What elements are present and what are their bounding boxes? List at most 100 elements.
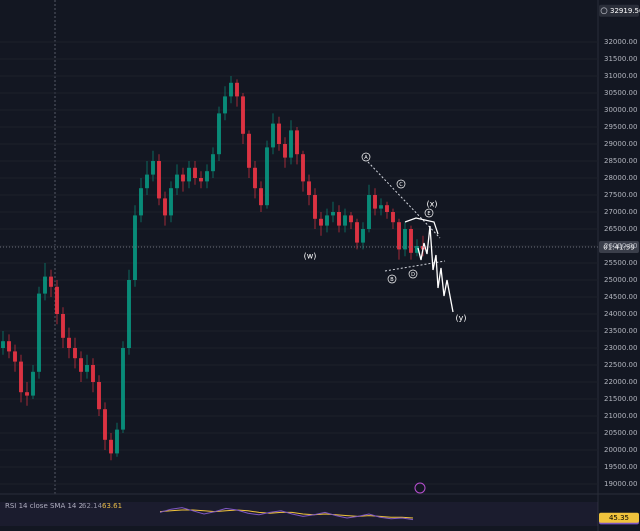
candle-body (331, 211, 335, 216)
candle-body (385, 205, 389, 212)
candle-body (145, 174, 149, 189)
y-tick-label: 27000.00 (604, 208, 637, 216)
y-tick-label: 20500.00 (604, 429, 637, 437)
candle-body (97, 382, 101, 410)
candle-body (109, 439, 113, 454)
y-tick-label: 23000.00 (604, 344, 637, 352)
candle-body (91, 365, 95, 383)
high-marker-label: 32919.56 (610, 7, 640, 15)
candle-body (361, 228, 365, 243)
candle-body (253, 167, 257, 189)
candle-body (229, 82, 233, 97)
candle-body (205, 171, 209, 182)
y-tick-label: 28000.00 (604, 174, 637, 182)
candle-body (367, 194, 371, 229)
candle-body (373, 194, 377, 209)
candle-body (283, 143, 287, 158)
wave-label: (w) (304, 252, 317, 261)
y-tick-label: 28500.00 (604, 157, 637, 165)
candle-body (19, 361, 23, 393)
label-circle (361, 152, 371, 162)
y-tick-label: 26500.00 (604, 225, 637, 233)
y-tick-label: 29500.00 (604, 123, 637, 131)
candle-body (235, 82, 239, 97)
candle-body (319, 218, 323, 226)
label-circle (396, 179, 406, 189)
wave-drawing (404, 217, 439, 235)
label-circle (424, 208, 434, 218)
y-tick-label: 31500.00 (604, 55, 637, 63)
candle-body (79, 358, 83, 372)
candle-body (103, 409, 107, 440)
candle-body (163, 198, 167, 216)
candle-body (277, 123, 281, 144)
y-tick-label: 19500.00 (604, 463, 637, 471)
y-tick-label: 21500.00 (604, 395, 637, 403)
candle-body (1, 341, 5, 349)
y-tick-label: 24500.00 (604, 293, 637, 301)
candle-body (43, 276, 47, 294)
candle-body (49, 276, 53, 287)
candle-body (301, 154, 305, 182)
candle-body (85, 365, 89, 372)
y-tick-label: 26000.00 (604, 242, 637, 250)
y-tick-label: 24000.00 (604, 310, 637, 318)
candle-body (379, 205, 383, 209)
y-tick-label: 30000.00 (604, 106, 637, 114)
y-tick-label: 22000.00 (604, 378, 637, 386)
candle-body (169, 188, 173, 216)
candle-body (313, 194, 317, 219)
wave-label: E (427, 211, 430, 217)
candle-body (397, 222, 401, 250)
candle-body (37, 293, 41, 372)
candle-body (67, 337, 71, 349)
candle-body (325, 215, 329, 226)
candle-body (415, 246, 419, 253)
candle-body (115, 429, 119, 454)
y-tick-label: 27500.00 (604, 191, 637, 199)
rsi-badge (599, 512, 639, 523)
candle-body (25, 392, 29, 396)
wave-label: A (364, 155, 368, 161)
candle-body (295, 130, 299, 155)
candle-body (217, 113, 221, 155)
candle-body (139, 188, 143, 216)
candles (1, 75, 425, 461)
event-icon[interactable] (414, 482, 426, 494)
candle-body (259, 188, 263, 206)
candle-body (61, 314, 65, 338)
candle-body (289, 130, 293, 158)
wave-label: C (399, 182, 403, 188)
candle-body (31, 371, 35, 396)
rsi-value: 62.14 (82, 502, 103, 510)
candle-body (337, 211, 341, 226)
wave-drawing (417, 225, 454, 313)
rsi-sma-value: 63.61 (102, 502, 122, 510)
y-tick-label: 19000.00 (604, 480, 637, 488)
candle-body (193, 167, 197, 178)
label-circle (408, 269, 418, 279)
candle-body (355, 222, 359, 243)
candle-body (265, 147, 269, 206)
wave-labels: A B C D E (w) (x) (y) (304, 152, 466, 323)
y-tick-label: 20000.00 (604, 446, 637, 454)
countdown: 01:41:59 (603, 244, 634, 252)
y-tick-label: 25500.00 (604, 259, 637, 267)
candle-body (241, 96, 245, 134)
candle-body (211, 154, 215, 172)
candle-body (403, 228, 407, 250)
rsi-line (159, 507, 414, 521)
candle-body (121, 348, 125, 430)
candle-body (127, 280, 131, 349)
candle-body (151, 160, 155, 175)
candle-body (133, 215, 137, 281)
y-tick-label: 32000.00 (604, 38, 637, 46)
candle-body (409, 228, 413, 253)
candle-body (199, 177, 203, 182)
candle-body (181, 174, 185, 182)
y-tick-label: 22500.00 (604, 361, 637, 369)
candle-body (55, 286, 59, 315)
candle-body (7, 341, 11, 352)
candle-body (73, 348, 77, 359)
